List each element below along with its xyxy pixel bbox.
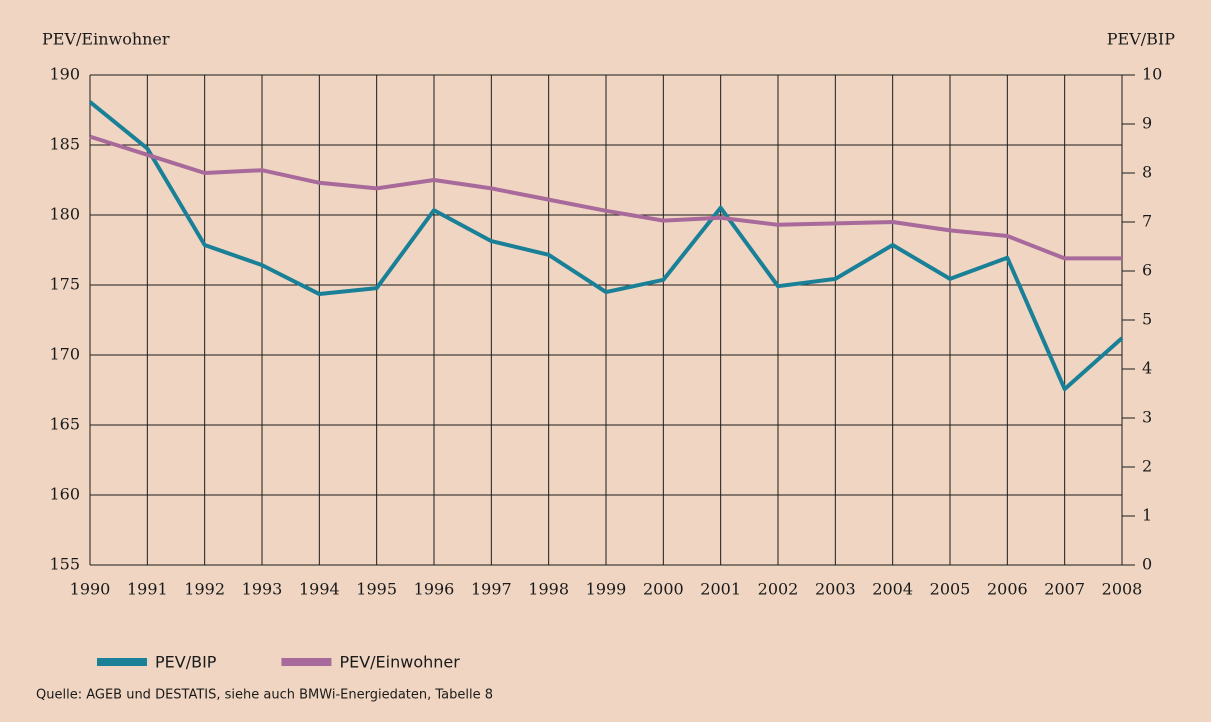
y-tick-label: 190 [49,65,80,84]
y2-tick-label: 3 [1142,408,1152,427]
y-tick-label: 180 [49,205,80,224]
y-tick-label: 160 [49,485,80,504]
x-tick-label: 2008 [1102,580,1143,599]
y2-tick-label: 1 [1142,506,1152,525]
x-tick-label: 2006 [987,580,1028,599]
x-tick-label: 1997 [471,580,512,599]
series-line [88,100,1124,392]
y2-tick-label: 7 [1142,212,1152,231]
x-tick-label: 1990 [70,580,111,599]
y2-tick-label: 8 [1142,163,1152,182]
y2-tick-label: 2 [1142,457,1152,476]
x-tick-label: 2003 [815,580,856,599]
x-tick-label: 1994 [299,580,340,599]
y-tick-label: 175 [49,275,80,294]
x-tick-label: 2000 [643,580,684,599]
y2-tick-label: 9 [1142,114,1152,133]
source: Quelle: AGEB und DESTATIS, siehe auch BM… [36,688,493,703]
y-tick-label: 165 [49,415,80,434]
x-tick-label: 1999 [586,580,627,599]
x-tick-label: 1991 [127,580,168,599]
x-tick-label: 2007 [1044,580,1085,599]
y2-axis-label: PEV/BIP [1107,30,1175,49]
y-axis-label: PEV/Einwohner [42,30,170,49]
legend-swatch [281,658,332,666]
x-tick-label: 2001 [700,580,741,599]
legend-swatch [97,658,147,666]
y2-tick-label: 5 [1142,310,1152,329]
x-tick-label: 1995 [356,580,397,599]
x-tick-label: 2002 [758,580,799,599]
y2-tick-label: 6 [1142,261,1152,280]
series-line [89,134,1122,261]
legend-label: PEV/Einwohner [339,653,460,672]
x-tick-label: 2004 [872,580,913,599]
legend-label: PEV/BIP [155,653,217,672]
y2-tick-label: 4 [1142,359,1152,378]
y2-tick-label: 0 [1142,555,1152,574]
y2-tick-label: 10 [1142,65,1162,84]
x-tick-label: 1998 [528,580,569,599]
y-tick-label: 185 [49,135,80,154]
x-tick-label: 1993 [242,580,283,599]
y-tick-label: 170 [49,345,80,364]
x-tick-label: 1996 [414,580,455,599]
y-tick-label: 155 [49,555,80,574]
x-tick-label: 1992 [184,580,225,599]
x-tick-label: 2005 [930,580,971,599]
